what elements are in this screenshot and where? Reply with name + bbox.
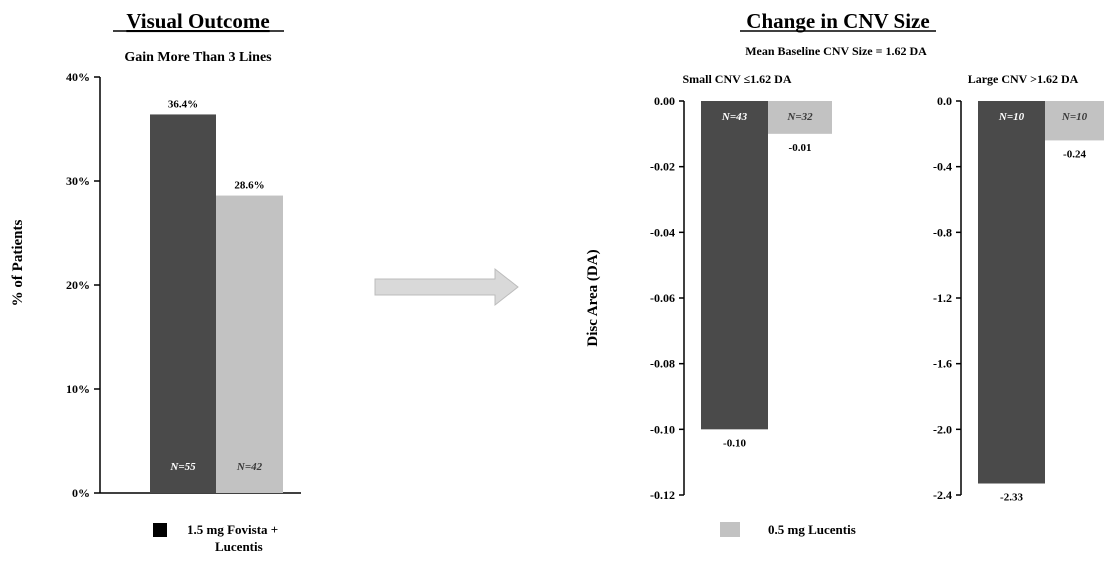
y-tick-label: -0.8 bbox=[933, 225, 952, 239]
legend: 1.5 mg Fovista + Lucentis 0.5 mg Lucenti… bbox=[153, 522, 856, 554]
y-tick-label: 0.0 bbox=[937, 94, 952, 108]
bar-fovista bbox=[701, 101, 768, 430]
bar-value-label: -2.33 bbox=[1000, 492, 1023, 504]
bar-n-label: N=43 bbox=[721, 111, 748, 123]
visual-outcome-chart: 0% 10% 20% 30% 40% 36.4% N=55 28.6% N=42 % of Pat… bbox=[10, 70, 301, 500]
y-tick-label: 0% bbox=[72, 486, 90, 500]
y-tick-label: -1.6 bbox=[933, 357, 952, 371]
right-arrow-icon bbox=[374, 267, 519, 307]
y-tick-label: 40% bbox=[66, 70, 90, 84]
y-axis-label: % of Patients bbox=[10, 220, 26, 307]
y-tick-label: -0.08 bbox=[650, 357, 675, 371]
large-cnv-chart: 0.0 -0.4 -0.8 -1.2 -1.6 -2.0 -2.4 -2.33 N=10 -0.2… bbox=[933, 72, 1104, 504]
bar-lucentis bbox=[1045, 101, 1104, 141]
bar-n-label: N=42 bbox=[236, 461, 263, 473]
legend-label-lucentis: 0.5 mg Lucentis bbox=[768, 522, 856, 537]
y-tick-label: 30% bbox=[66, 174, 90, 188]
bar-value-label: -0.24 bbox=[1063, 148, 1086, 160]
legend-swatch-lucentis bbox=[720, 522, 740, 537]
legend-swatch-fovista bbox=[153, 523, 167, 537]
small-cnv-chart: 0.00 -0.02 -0.04 -0.06 -0.08 -0.10 -0.12 -0.10 N… bbox=[585, 72, 832, 502]
bar-n-label: N=32 bbox=[786, 111, 813, 123]
bar-value-label: 28.6% bbox=[234, 180, 264, 192]
bar-fovista bbox=[978, 101, 1045, 484]
y-tick-label: -0.12 bbox=[650, 488, 675, 502]
y-tick-label: -2.0 bbox=[933, 422, 952, 436]
bar-n-label: N=10 bbox=[1061, 111, 1088, 123]
y-tick-label: -0.04 bbox=[650, 225, 675, 239]
right-panel-title: Change in CNV Size bbox=[746, 9, 929, 33]
legend-label-fovista: 1.5 mg Fovista + Lucentis bbox=[187, 522, 281, 554]
bar-value-label: -0.10 bbox=[723, 437, 746, 449]
bar-value-label: -0.01 bbox=[789, 142, 812, 154]
bar-n-label: N=10 bbox=[998, 111, 1025, 123]
y-tick-label: -0.4 bbox=[933, 160, 952, 174]
y-tick-label: 20% bbox=[66, 278, 90, 292]
bar-lucentis bbox=[216, 195, 283, 493]
y-tick-label: -1.2 bbox=[933, 291, 952, 305]
y-axis-label: Disc Area (DA) bbox=[585, 249, 601, 346]
bar-n-label: N=55 bbox=[169, 461, 196, 473]
y-tick-label: -0.02 bbox=[650, 160, 675, 174]
y-tick-label: 10% bbox=[66, 382, 90, 396]
y-tick-label: 0.00 bbox=[654, 94, 675, 108]
left-panel-subtitle: Gain More Than 3 Lines bbox=[124, 50, 272, 65]
left-panel-title: Visual Outcome bbox=[126, 9, 269, 33]
subplot-title: Large CNV >1.62 DA bbox=[968, 72, 1079, 86]
bar-value-label: 36.4% bbox=[168, 98, 198, 110]
right-panel-subtitle: Mean Baseline CNV Size = 1.62 DA bbox=[745, 44, 927, 58]
bar-lucentis bbox=[768, 101, 832, 134]
y-tick-label: -0.06 bbox=[650, 291, 675, 305]
y-tick-label: -2.4 bbox=[933, 488, 952, 502]
bar-fovista bbox=[150, 114, 216, 493]
subplot-title: Small CNV ≤1.62 DA bbox=[682, 72, 791, 86]
y-tick-label: -0.10 bbox=[650, 422, 675, 436]
